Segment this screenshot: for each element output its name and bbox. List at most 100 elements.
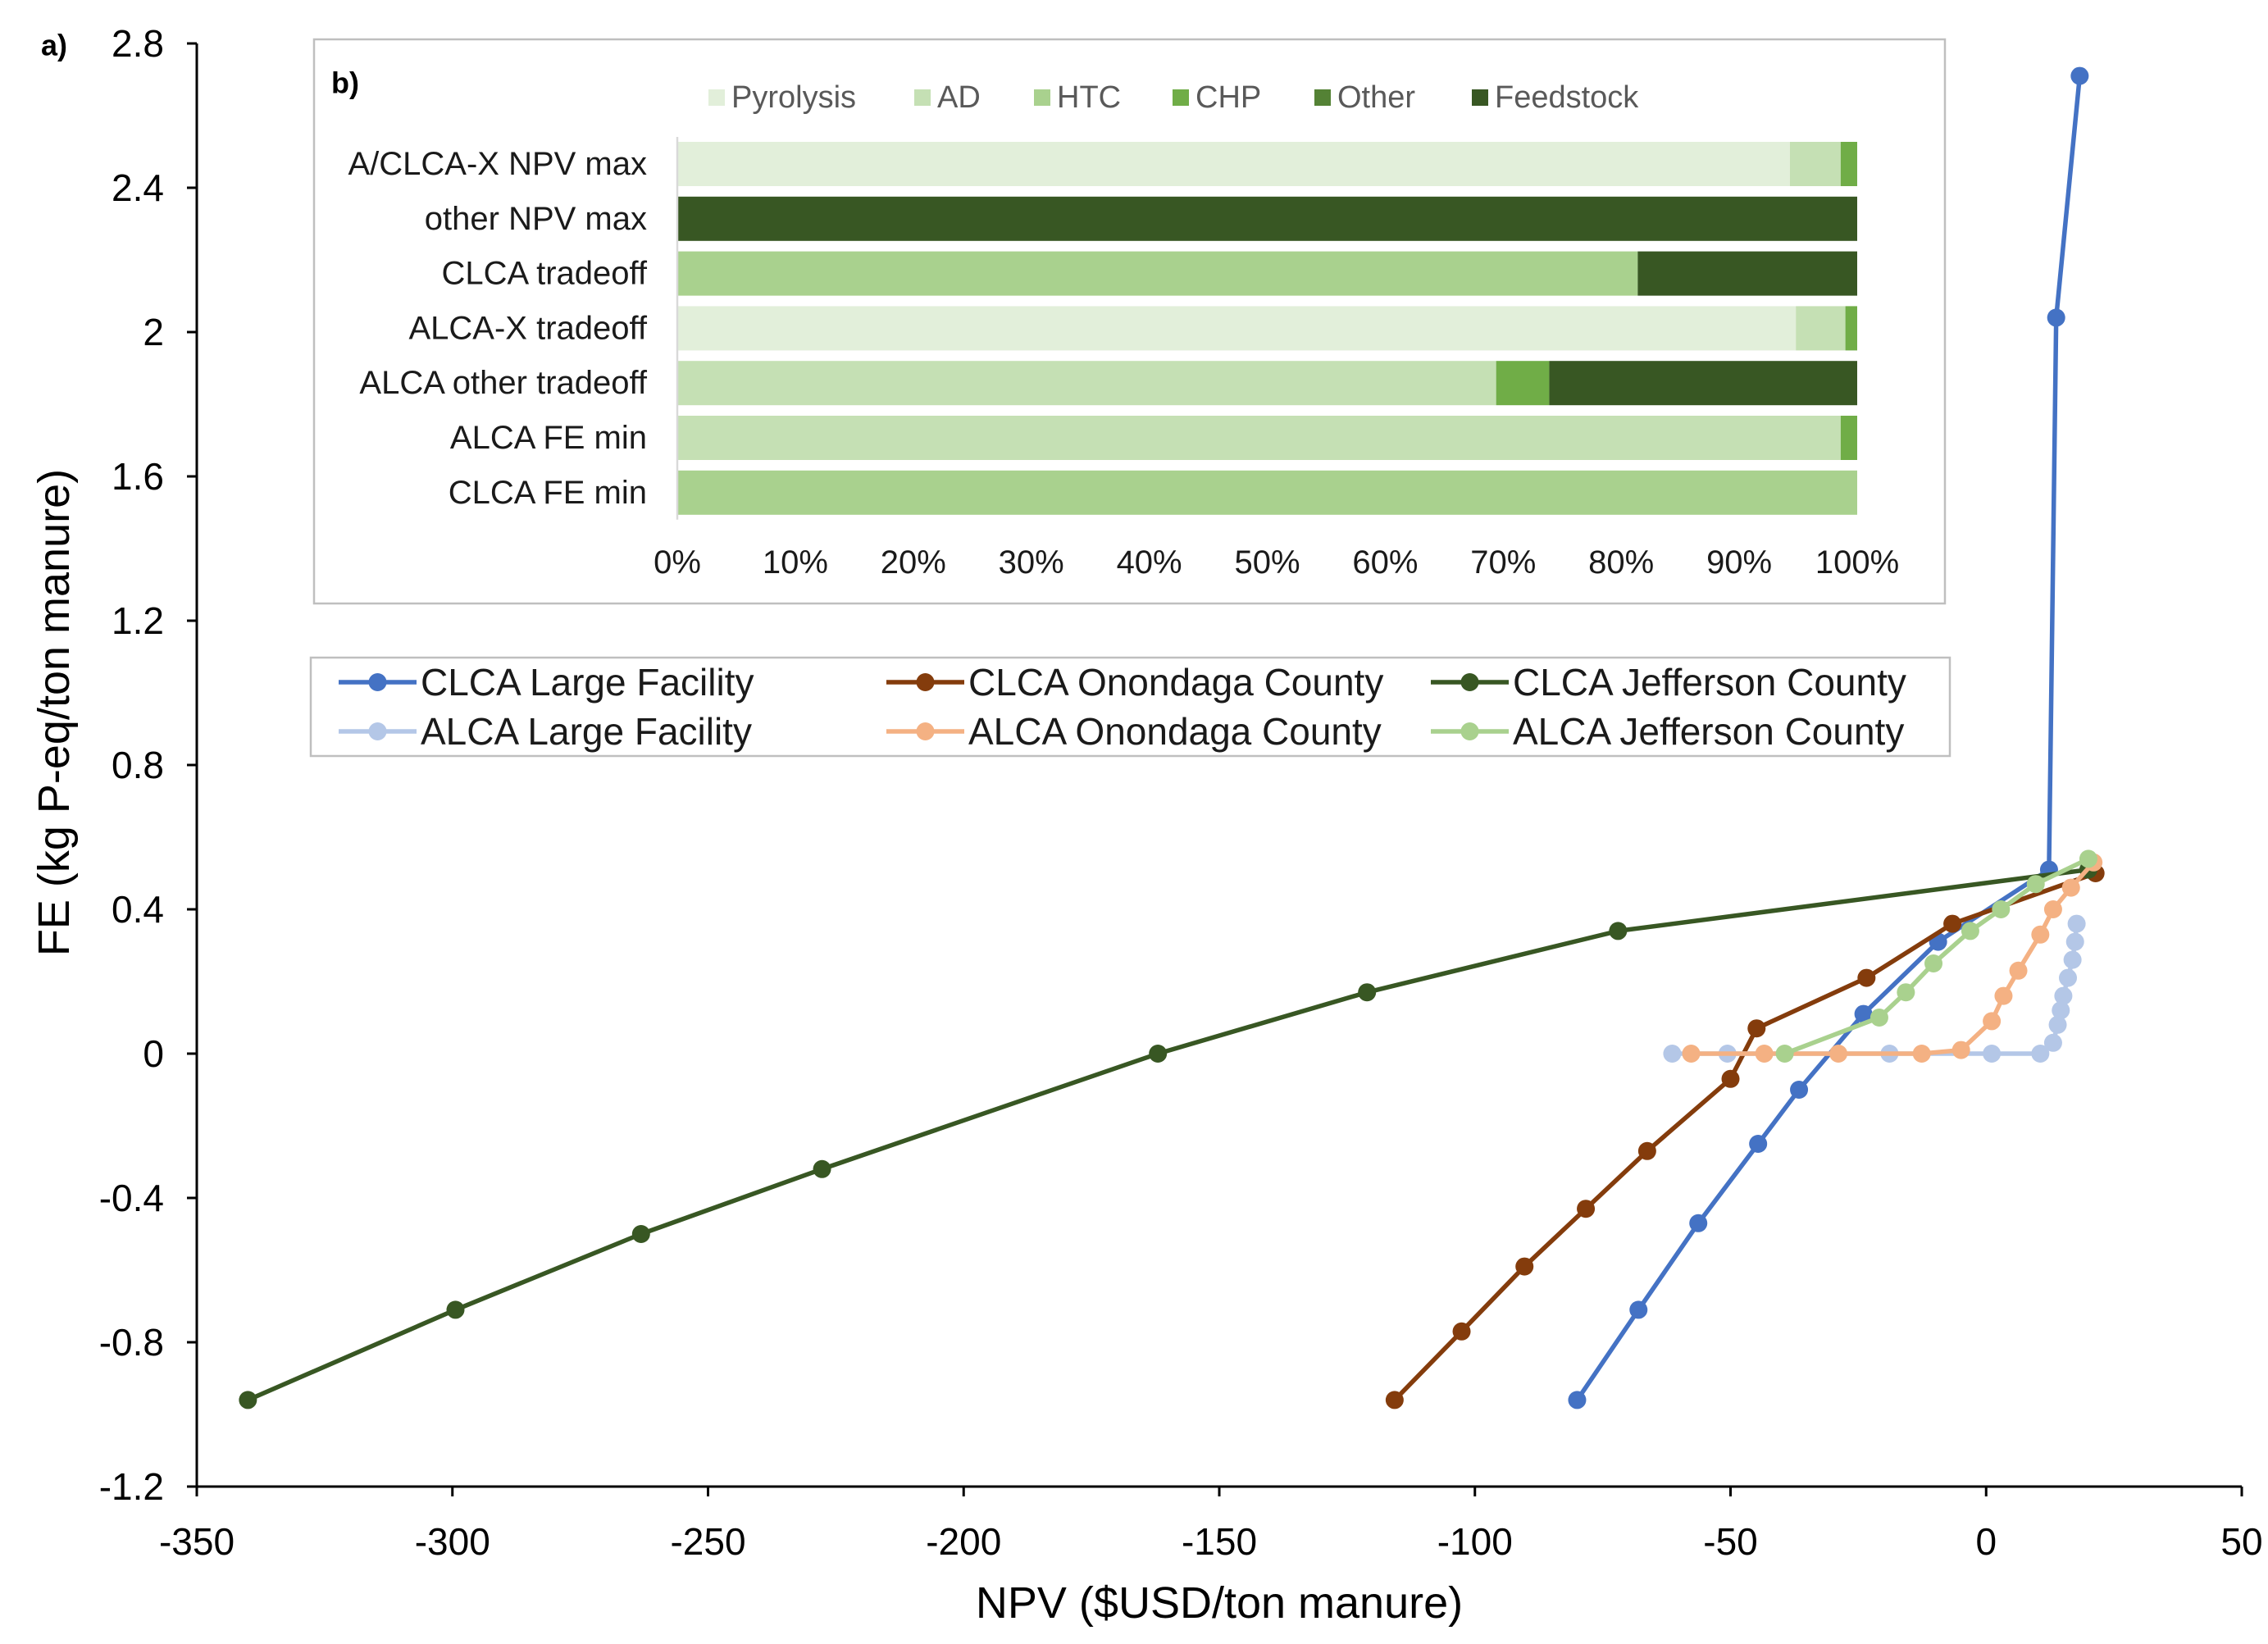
x-tick-label: -50: [1703, 1520, 1757, 1563]
legend-label: CLCA Large Facility: [421, 661, 754, 704]
alca-onondaga-county-point: [1951, 1041, 1970, 1059]
alca-onondaga-county-point: [2043, 900, 2062, 918]
legend-swatch-pyrolysis: [708, 89, 725, 106]
x-tick-label: 20%: [881, 544, 946, 581]
alca-large-facility-point: [2054, 986, 2073, 1005]
panel-a-axes: -1.2 -0.8 -0.4 0 0.4 0.8 1.2 1.6 2 2.4 2.8 -350 -300…: [99, 22, 2263, 1563]
legend-label: CLCA Onondaga County: [968, 661, 1383, 704]
category-label: ALCA-X tradeoff: [408, 310, 647, 346]
y-tick-label: 1.6: [112, 455, 164, 498]
alca-large-facility-point: [2065, 932, 2084, 951]
legend-label: ALCA Jefferson County: [1513, 710, 1904, 753]
bar-segment-ad: [677, 416, 1841, 460]
clca-large-facility-point: [1790, 1081, 1809, 1099]
y-tick-label: 1.2: [112, 599, 164, 642]
x-tick-label: 90%: [1706, 544, 1772, 581]
x-tick-label: 70%: [1470, 544, 1536, 581]
legend-entry-htc: HTC: [1034, 80, 1121, 115]
y-tick-label: 0: [143, 1032, 164, 1075]
legend-label: CHP: [1195, 80, 1261, 115]
x-tick-label: -150: [1182, 1520, 1257, 1563]
panel-b-stacked-bar-chart: b) Pyrolysis AD HTC CHP Other Feedstock A/CLC…: [312, 38, 1947, 605]
legend-label: HTC: [1057, 80, 1121, 115]
legend-label: Pyrolysis: [731, 80, 856, 115]
panel-b-axes: A/CLCA-X NPV max other NPV max CLCA tradeo…: [348, 137, 1899, 581]
legend-entry-alca-jefferson-county: ALCA Jefferson County: [1431, 710, 1904, 753]
clca-jefferson-county-point: [239, 1391, 257, 1409]
x-tick-label: -100: [1437, 1520, 1513, 1563]
clca-jefferson-county-point: [1149, 1045, 1168, 1063]
clca-jefferson-county-line: [247, 867, 2089, 1402]
bar-segment-chp: [1496, 361, 1550, 406]
legend-entry-feedstock: Feedstock: [1472, 80, 1639, 115]
panel-a-legend: CLCA Large Facility CLCA Onondaga County C…: [309, 656, 1951, 758]
bar-segment-feedstock: [1637, 251, 1857, 296]
y-tick-label: -0.8: [99, 1321, 164, 1364]
clca-onondaga-county-point: [1721, 1069, 1740, 1088]
clca-large-facility-point: [2047, 308, 2065, 327]
x-tick-label: -200: [926, 1520, 1001, 1563]
legend-marker-clca-onondaga-county: [916, 673, 935, 691]
clca-large-facility-point: [1568, 1391, 1587, 1409]
alca-large-facility-point: [2052, 1001, 2070, 1020]
y-tick-label: 2: [143, 311, 164, 353]
clca-onondaga-county-point: [1385, 1391, 1404, 1409]
legend-marker-alca-large-facility: [368, 722, 387, 740]
alca-jefferson-county-point: [1924, 954, 1943, 972]
clca-large-facility-point: [1629, 1300, 1648, 1319]
alca-large-facility-point: [1983, 1045, 2002, 1063]
legend-entry-alca-onondaga-county: ALCA Onondaga County: [886, 710, 1382, 753]
bar-segment-htc: [677, 470, 1857, 515]
legend-frame: [309, 656, 1951, 758]
panel-a-series: [239, 66, 2105, 1409]
clca-large-facility-point: [2070, 66, 2089, 85]
alca-onondaga-county-point: [1983, 1012, 2002, 1031]
alca-large-facility-point: [2043, 1033, 2062, 1052]
bar-segment-ad: [1796, 306, 1846, 351]
clca-jefferson-county-point: [1609, 922, 1628, 940]
alca-jefferson-county-point: [2026, 875, 2045, 894]
alca-jefferson-county-point: [1992, 900, 2011, 918]
category-label: CLCA tradeoff: [441, 256, 647, 292]
alca-onondaga-county-point: [1829, 1045, 1848, 1063]
alca-jefferson-county-point: [2079, 849, 2097, 868]
legend-entry-clca-onondaga-county: CLCA Onondaga County: [886, 661, 1383, 704]
clca-onondaga-county-point: [1577, 1200, 1596, 1218]
x-tick-label: 0: [1975, 1520, 1997, 1563]
alca-jefferson-county-point: [1775, 1045, 1794, 1063]
bar-segment-chp: [1845, 306, 1857, 351]
legend-label: AD: [937, 80, 981, 115]
category-label: ALCA other tradeoff: [359, 365, 647, 401]
alca-onondaga-county-point: [1755, 1045, 1774, 1063]
clca-onondaga-county-line: [1392, 871, 2097, 1402]
bar-segment-feedstock: [677, 196, 1857, 241]
alca-large-facility-point: [1663, 1045, 1682, 1063]
bar-segment-pyrolysis: [677, 142, 1790, 186]
legend-swatch-feedstock: [1472, 89, 1488, 106]
x-tick-label: 30%: [999, 544, 1064, 581]
x-tick-label: 50%: [1234, 544, 1300, 581]
alca-jefferson-county-point: [1961, 922, 1979, 940]
bar-segment-chp: [1840, 142, 1857, 186]
y-tick-label: 0.8: [112, 744, 164, 786]
legend-label: ALCA Large Facility: [421, 710, 752, 753]
legend-entry-chp: CHP: [1173, 80, 1261, 115]
legend-entry-pyrolysis: Pyrolysis: [708, 80, 856, 115]
panel-b-bars: [677, 142, 1857, 515]
x-tick-label: 40%: [1117, 544, 1182, 581]
clca-jefferson-county-point: [813, 1159, 831, 1178]
alca-large-facility-point: [2063, 950, 2082, 969]
alca-jefferson-county-point: [1897, 983, 1915, 1002]
x-tick-label: 60%: [1352, 544, 1418, 581]
clca-large-facility-point: [1749, 1135, 1768, 1153]
legend-label: Feedstock: [1495, 80, 1639, 115]
legend-swatch-chp: [1173, 89, 1189, 106]
legend-label: CLCA Jefferson County: [1513, 661, 1906, 704]
bar-segment-feedstock: [1549, 361, 1857, 406]
clca-onondaga-county-point: [1747, 1019, 1766, 1038]
x-tick-label: 50: [2220, 1520, 2262, 1563]
panel-a-line-chart: a) -1.2-0.8-0.400.40.81.21.622.42.8-350-…: [30, 22, 2263, 1628]
legend-entry-other: Other: [1314, 80, 1415, 115]
y-tick-label: -0.4: [99, 1177, 164, 1219]
x-tick-label: -250: [670, 1520, 745, 1563]
